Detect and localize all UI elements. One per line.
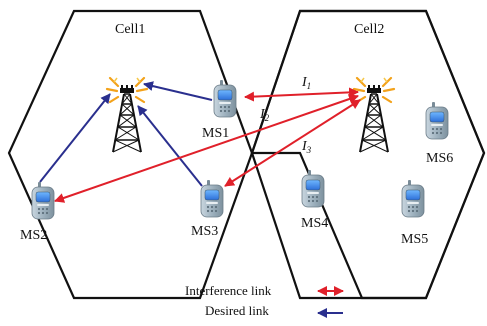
mobile-phone-icon [31, 181, 55, 220]
ms5-label: MS5 [401, 232, 428, 247]
mobile-phone-icon [401, 179, 425, 218]
desired-link-ms3 [137, 105, 203, 187]
ms6-label: MS6 [426, 151, 453, 166]
desired-link-ms2 [39, 93, 111, 183]
ms4-label: MS4 [301, 216, 328, 231]
base-station-tower-icon [352, 76, 396, 154]
interference-label-i3: I3 [301, 139, 312, 155]
legend-desired-label: Desired link [205, 303, 269, 318]
interference-label-i1: I1 [301, 75, 311, 91]
cell1-hexagon [7, 9, 254, 300]
base-station-tower-icon [105, 76, 149, 154]
mobile-phone-icon [425, 101, 449, 140]
legend: Interference link Desired link [185, 283, 344, 318]
ms1-label: MS1 [202, 126, 229, 141]
interference-label-i2: I2 [259, 107, 270, 123]
mobile-phone-icon [200, 179, 224, 218]
legend-interference-label: Interference link [185, 283, 272, 298]
mobile-phone-icon [213, 79, 237, 118]
cell2-label: Cell2 [354, 22, 384, 37]
desired-link-ms1 [143, 81, 213, 101]
interference-link-i3 [224, 99, 361, 187]
interference-link-i1 [244, 87, 359, 102]
ms2-label: MS2 [20, 228, 47, 243]
ms3-label: MS3 [191, 224, 218, 239]
mobile-phone-icon [301, 169, 325, 208]
cell1-label: Cell1 [115, 22, 145, 37]
